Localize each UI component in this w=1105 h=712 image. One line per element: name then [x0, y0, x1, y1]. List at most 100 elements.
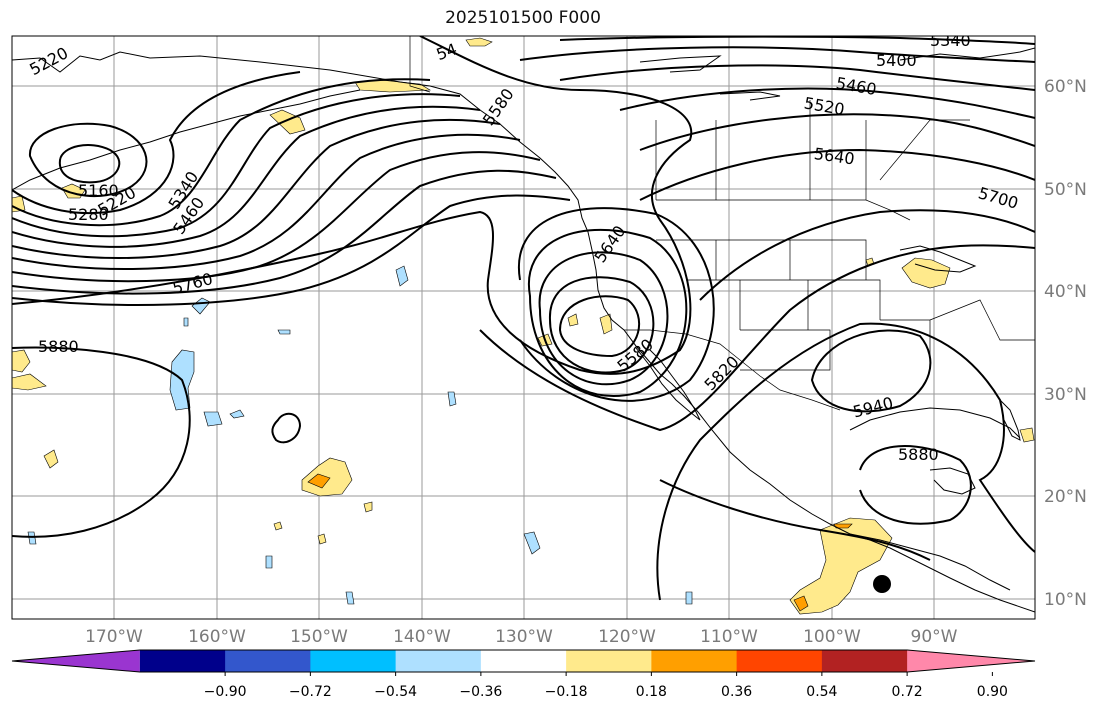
negative-anomaly-patch [685, 591, 693, 605]
lon-label: 100°W [803, 627, 861, 647]
lon-label: 110°W [700, 627, 758, 647]
lon-label: 130°W [495, 627, 553, 647]
negative-anomaly-patch [203, 411, 223, 427]
contour-label: 5880 [898, 445, 939, 464]
height-contours [12, 36, 1035, 601]
positive-anomaly-patch [599, 313, 613, 335]
contour-5700 [699, 209, 1035, 301]
colorbar-tick-label: 0.18 [636, 684, 667, 700]
canada-islands [639, 55, 722, 73]
colorbar-tick-label: 0.72 [892, 684, 923, 700]
colorbar-extend-low [12, 650, 140, 672]
trough-ring-4 [527, 229, 688, 397]
contour-low-center [58, 144, 121, 184]
colorbar-bin [736, 650, 823, 672]
contour-5640 [12, 194, 571, 306]
yucatan [929, 467, 976, 495]
contour-label: 5880 [38, 337, 79, 356]
contour-5160 [12, 71, 301, 215]
colorbar-tick-label: −0.18 [545, 684, 588, 700]
positive-anomaly-patch [317, 533, 327, 545]
contour-5820 [479, 244, 1035, 432]
positive-anomaly-patch [1019, 427, 1035, 443]
contour-5340 [12, 105, 481, 248]
colorbar-tick-label: 0.90 [977, 684, 1008, 700]
positive-anomaly-patch [43, 449, 59, 469]
colorbar-tick-label: 0.36 [721, 684, 752, 700]
contour-5940 [810, 329, 932, 413]
contour-5520 [12, 151, 541, 283]
contour-closed-small [271, 412, 302, 444]
colorbar-tick-label: 0.54 [806, 684, 837, 700]
trough-ring-2 [548, 276, 655, 374]
lon-label: 90°W [911, 627, 958, 647]
colorbar-bin [821, 650, 908, 672]
contour-label: 5280 [68, 205, 109, 224]
positive-anomaly-patch [12, 373, 47, 391]
negative-anomaly-patch [345, 591, 355, 605]
colorbar [11, 649, 1036, 673]
florida [999, 399, 1021, 441]
positive-anomaly-patch [12, 349, 31, 373]
latitude-labels: 60°N 50°N 40°N 30°N 20°N 10°N [1044, 77, 1087, 610]
north-america-coastline [12, 51, 1035, 613]
canada-lake [719, 91, 781, 101]
contour-5580 [12, 169, 557, 295]
lon-label: 150°W [290, 627, 348, 647]
colorbar-outline [11, 649, 1036, 673]
trough-ring-3 [538, 251, 669, 386]
lon-label: 160°W [188, 627, 246, 647]
positive-anomaly-patch [273, 521, 283, 531]
negative-anomaly-patch [395, 265, 409, 287]
colorbar-bin [225, 650, 311, 672]
colorbar-bin [480, 650, 567, 672]
contour-5400 [12, 118, 501, 259]
canada-provinces [655, 100, 970, 200]
negative-anomaly-patch [27, 531, 37, 545]
map-title: 2025101500 F000 [445, 8, 601, 28]
colorbar-bin [310, 650, 397, 672]
lat-label: 40°N [1044, 282, 1087, 302]
contour-5640-east [639, 148, 1035, 201]
colorbar-bin [395, 650, 482, 672]
contour-5400-east [519, 46, 1035, 63]
alaska-canada-border [409, 36, 431, 93]
trough-ring-1 [558, 295, 641, 358]
lon-label: 170°W [85, 627, 143, 647]
colorbar-extend-high [907, 650, 1035, 672]
negative-anomaly-patch [265, 555, 273, 569]
lat-label: 50°N [1044, 180, 1087, 200]
lon-label: 120°W [598, 627, 656, 647]
positive-anomaly-patch [269, 109, 306, 135]
positive-anomaly-patch [789, 517, 893, 615]
lat-label: 60°N [1044, 77, 1087, 97]
lat-label: 20°N [1044, 487, 1087, 507]
colorbar-bin [651, 650, 738, 672]
contour-5460 [12, 133, 521, 270]
longitude-labels: 170°W 160°W 150°W 140°W 130°W 120°W 110°… [85, 627, 958, 647]
great-lakes [899, 245, 977, 273]
contour-5520-east [619, 87, 1035, 119]
contour-label: 5160 [78, 181, 119, 200]
positive-anomaly-patch [901, 257, 951, 289]
negative-anomaly-patch [523, 531, 541, 555]
central-america [849, 533, 1011, 591]
negative-anomaly-patch [229, 409, 245, 419]
tropical-system-marker [873, 575, 891, 593]
positive-anomaly-core [793, 595, 809, 612]
contour-5880-loop [859, 445, 972, 525]
colorbar-ticks: −0.90 −0.72 −0.54 −0.36 −0.18 0.18 0.36 0.54 0.7… [204, 672, 1008, 700]
colorbar-tick-label: −0.54 [374, 684, 417, 700]
lat-label: 30°N [1044, 385, 1087, 405]
negative-anomaly-patch [277, 329, 291, 335]
contour-5760 [12, 36, 693, 375]
positive-anomaly-core [307, 473, 331, 489]
contour-5580-east [639, 113, 1035, 151]
colorbar-bin [566, 650, 652, 672]
contour-5880-west [12, 346, 191, 538]
positive-anomaly-patch [567, 313, 579, 327]
contour-5280 [12, 93, 461, 238]
contour-south [659, 479, 931, 561]
contour-low-ring [28, 122, 148, 197]
us-mexico-border [624, 329, 841, 411]
